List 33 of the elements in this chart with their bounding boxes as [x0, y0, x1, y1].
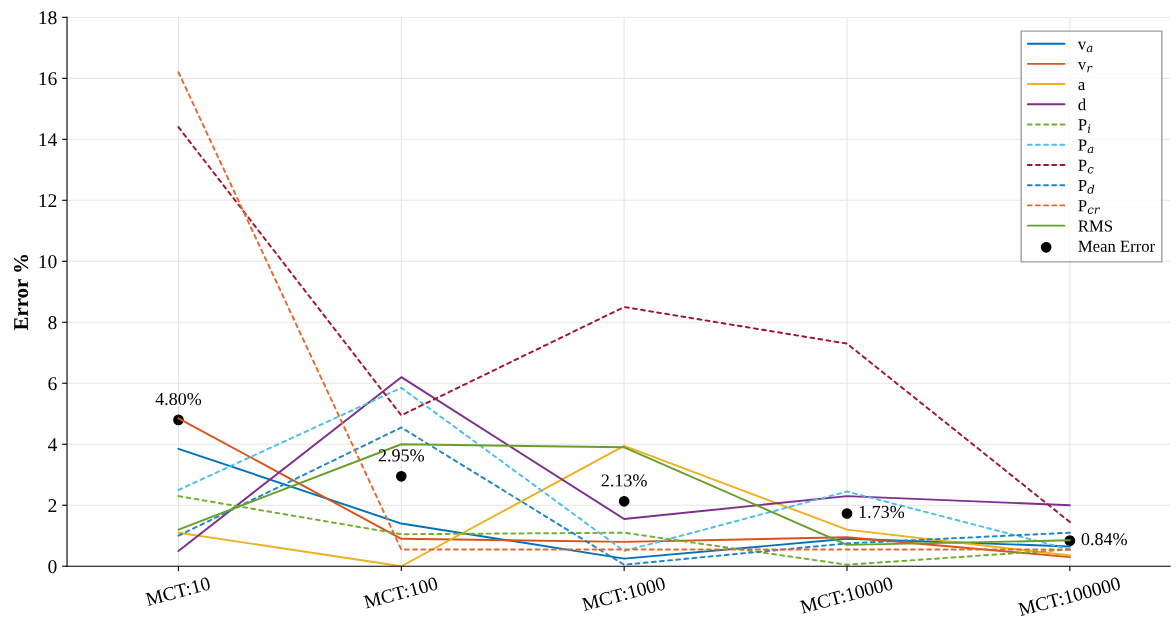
legend-label: P$_{c}$ — [1078, 159, 1094, 174]
legend-label: P$_{i}$ — [1078, 119, 1091, 133]
y-tick-label: 0 — [48, 560, 57, 574]
y-tick-label: 2 — [48, 499, 57, 512]
y-tick-label: 14 — [39, 133, 58, 147]
y-tick-label: 18 — [39, 11, 57, 25]
y-tick-label: 10 — [39, 255, 57, 269]
legend-label: v$_{a}$ — [1077, 41, 1093, 53]
legend-label: v$_{r}$ — [1077, 62, 1093, 73]
y-tick-label: 8 — [48, 316, 57, 330]
legend-label: d — [1078, 98, 1086, 111]
legend-label: P$_{a}$ — [1078, 139, 1094, 154]
legend-label: Mean Error — [1078, 240, 1155, 252]
y-tick-label: 16 — [39, 72, 57, 86]
x-tick-label: MCT:100 — [363, 576, 439, 609]
point — [395, 470, 407, 482]
data-label: 0.84% — [1081, 532, 1127, 546]
y-tick-label: 4 — [47, 438, 58, 452]
point — [618, 495, 630, 507]
y-tick-label: 12 — [39, 194, 57, 208]
legend-label: P$_{d}$ — [1078, 180, 1095, 194]
x-tick-label: MCT:10 — [144, 576, 211, 607]
data-label: 2.95% — [378, 449, 424, 462]
line-series — [177, 495, 1071, 566]
y-tick-label: 6 — [48, 377, 57, 391]
point — [841, 508, 853, 519]
y-axis-title: Error % — [14, 255, 29, 331]
data-label: 2.13% — [601, 474, 647, 487]
legend-label: RMS — [1078, 220, 1113, 232]
data-label: 1.73% — [859, 505, 905, 519]
legend-label: a — [1078, 82, 1086, 91]
legend-label: P$_{cr}$ — [1078, 200, 1100, 214]
data-label: 4.80% — [155, 392, 202, 406]
